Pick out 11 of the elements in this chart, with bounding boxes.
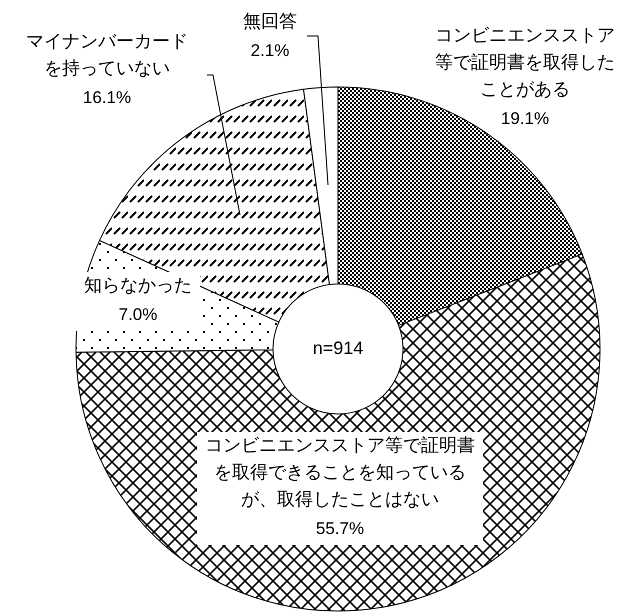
data-label: 16.1% <box>82 87 132 109</box>
slice-label: コンビニエンスストア等で証明書を取得したことがある <box>435 24 615 102</box>
data-label: 19.1% <box>500 108 550 130</box>
slice-label: 知らなかった <box>84 274 192 298</box>
text: n=914 <box>312 337 364 360</box>
data-label: 2.1% <box>250 40 290 62</box>
data-label: 7.0% <box>118 304 158 326</box>
slice-label: 無回答 <box>243 10 297 34</box>
slice-label: コンビニエンスストア等で証明書を取得できることを知っているが、取得したことはない <box>205 434 475 512</box>
data-label: 55.7% <box>314 518 366 540</box>
slice-label: マイナンバーカードを持っていない <box>26 30 188 81</box>
